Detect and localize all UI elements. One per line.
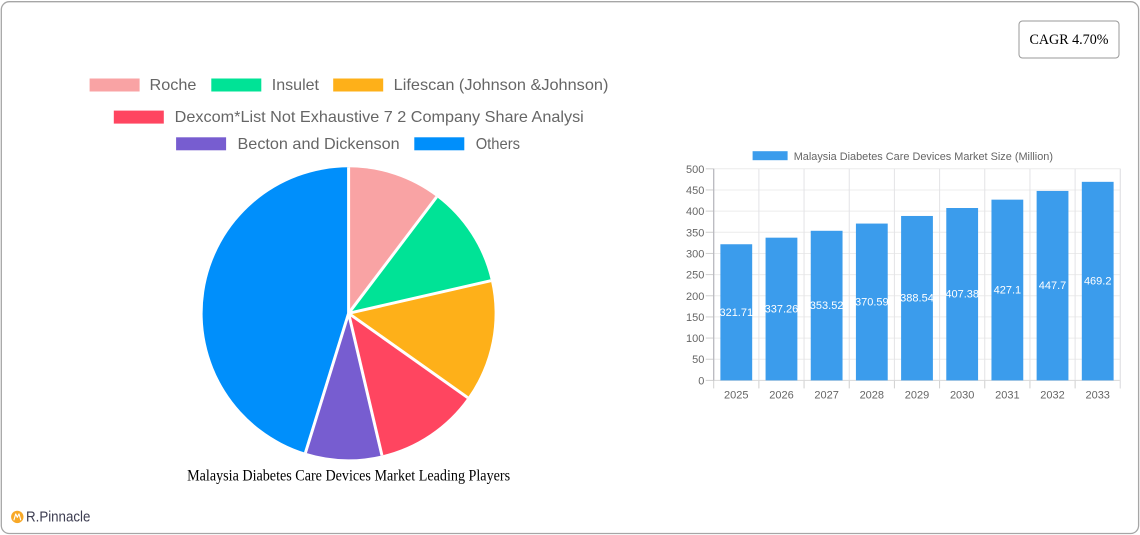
svg-text:2029: 2029 (905, 390, 929, 402)
svg-text:CAGR 4.70%: CAGR 4.70% (1030, 32, 1109, 48)
svg-text:2025: 2025 (724, 390, 748, 402)
svg-text:388.54: 388.54 (900, 293, 934, 305)
svg-text:447.7: 447.7 (1039, 280, 1067, 292)
svg-text:50: 50 (692, 354, 704, 366)
svg-text:250: 250 (686, 270, 704, 282)
svg-text:2033: 2033 (1085, 390, 1109, 402)
svg-text:100: 100 (686, 333, 704, 345)
svg-text:407.38: 407.38 (945, 289, 979, 301)
svg-text:2028: 2028 (860, 390, 884, 402)
svg-text:427.1: 427.1 (994, 285, 1022, 297)
svg-text:450: 450 (686, 185, 704, 197)
svg-text:Malaysia Diabetes Care Devices: Malaysia Diabetes Care Devices Market Si… (794, 151, 1053, 163)
svg-text:150: 150 (686, 312, 704, 324)
svg-text:337.26: 337.26 (765, 304, 799, 316)
svg-text:200: 200 (686, 291, 704, 303)
svg-text:0: 0 (698, 375, 704, 387)
svg-text:Dexcom*List Not Exhaustive 7 2: Dexcom*List Not Exhaustive 7 2 Company S… (175, 109, 584, 126)
svg-text:Others: Others (476, 136, 520, 153)
svg-text:Insulet: Insulet (272, 77, 320, 94)
svg-text:500: 500 (686, 164, 704, 176)
svg-text:353.52: 353.52 (810, 300, 844, 312)
svg-text:469.2: 469.2 (1084, 276, 1112, 288)
svg-text:321.71: 321.71 (719, 307, 753, 319)
svg-text:R.Pinnacle: R.Pinnacle (26, 510, 90, 526)
svg-text:Lifescan (Johnson &Johnson): Lifescan (Johnson &Johnson) (394, 77, 609, 94)
svg-text:Roche: Roche (150, 77, 197, 94)
svg-text:350: 350 (686, 227, 704, 239)
svg-text:2032: 2032 (1040, 390, 1064, 402)
svg-text:Malaysia Diabetes Care Devices: Malaysia Diabetes Care Devices Market Le… (187, 468, 510, 485)
svg-text:300: 300 (686, 248, 704, 260)
svg-text:370.59: 370.59 (855, 296, 889, 308)
svg-text:2030: 2030 (950, 390, 974, 402)
svg-text:2026: 2026 (769, 390, 793, 402)
svg-text:Becton and Dickenson: Becton and Dickenson (238, 136, 400, 153)
svg-text:400: 400 (686, 206, 704, 218)
svg-text:2031: 2031 (995, 390, 1019, 402)
svg-text:2027: 2027 (814, 390, 838, 402)
